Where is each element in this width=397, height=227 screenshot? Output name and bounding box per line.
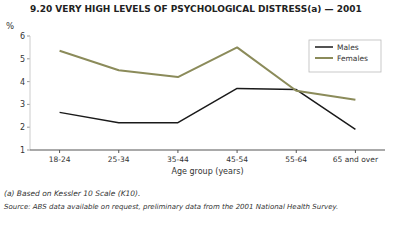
x-axis-line (30, 150, 385, 151)
x-tick (296, 150, 297, 153)
legend-label: Males (337, 43, 359, 52)
y-tick-label: 1 (20, 146, 25, 155)
y-tick-label: 4 (20, 78, 25, 87)
x-tick (59, 150, 60, 153)
title: 9.20 VERY HIGH LEVELS OF PSYCHOLOGICAL D… (30, 4, 362, 14)
x-tick (177, 150, 178, 153)
x-tick (355, 150, 356, 153)
y-axis-label: % (6, 21, 14, 31)
y-tick-label: 3 (20, 100, 25, 109)
series-line (60, 88, 356, 129)
x-tick-label: 18-24 (49, 155, 71, 164)
y-tick-label: 2 (20, 123, 25, 132)
x-tick-label: 25-34 (108, 155, 130, 164)
y-tick-label: 6 (20, 32, 25, 41)
y-axis-line (30, 36, 31, 150)
x-tick-label: 35-44 (167, 155, 189, 164)
footnote: (a) Based on Kessler 10 Scale (K10). (4, 189, 140, 198)
x-tick-label: 65 and over (333, 155, 379, 164)
x-axis-label: Age group (years) (171, 167, 243, 176)
legend-label: Females (337, 54, 368, 63)
footnote: Source: ABS data available on request, p… (4, 203, 338, 211)
x-tick (237, 150, 238, 153)
legend-swatch (315, 57, 333, 59)
legend: Males Females (309, 40, 381, 72)
x-tick (118, 150, 119, 153)
y-tick-label: 5 (20, 55, 25, 64)
legend-box (309, 40, 381, 72)
x-tick-label: 45-54 (226, 155, 248, 164)
legend-swatch (315, 46, 333, 48)
x-tick-label: 55-64 (285, 155, 307, 164)
